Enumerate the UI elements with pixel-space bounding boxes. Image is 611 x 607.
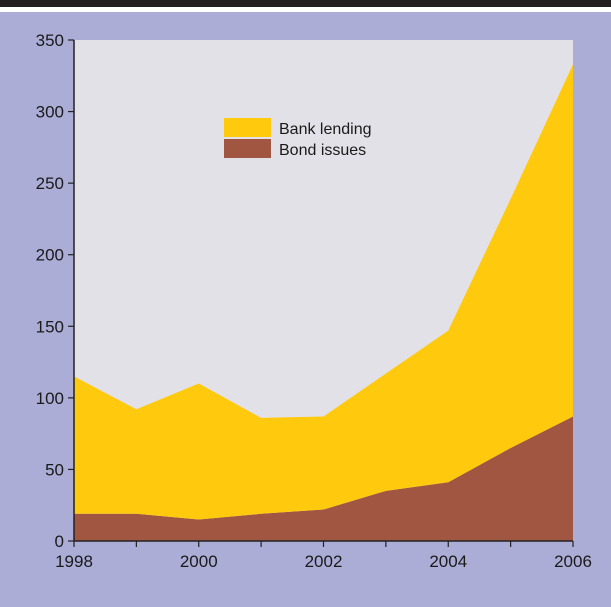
legend-swatch-bond-issues: [224, 139, 271, 158]
x-tick-label: 2000: [180, 552, 218, 571]
area-bank-lending: [74, 64, 573, 520]
top-rule: [0, 0, 611, 7]
y-tick-label: 0: [55, 532, 64, 551]
legend-swatch-bank-lending: [224, 118, 271, 137]
y-tick-label: 200: [36, 246, 64, 265]
y-tick-label: 350: [36, 31, 64, 50]
x-tick-label: 2002: [305, 552, 343, 571]
legend-label-bond-issues: Bond issues: [279, 142, 366, 159]
y-tick-label: 300: [36, 103, 64, 122]
area-series-group: [74, 64, 573, 541]
x-tick-label: 2006: [554, 552, 592, 571]
x-tick-label: 1998: [55, 552, 93, 571]
legend: Bank lending Bond issues: [224, 118, 372, 159]
y-tick-label: 100: [36, 389, 64, 408]
y-tick-label: 50: [45, 460, 64, 479]
area-bond-issues: [74, 416, 573, 541]
y-tick-label: 250: [36, 174, 64, 193]
y-axis-ticks: 0 50 100 150 200 250 300 350: [36, 31, 74, 551]
x-tick-label: 2004: [429, 552, 467, 571]
y-tick-label: 150: [36, 317, 64, 336]
legend-label-bank-lending: Bank lending: [279, 121, 372, 138]
x-axis-ticks: 1998 2000 2002 2004 2006: [55, 541, 592, 571]
